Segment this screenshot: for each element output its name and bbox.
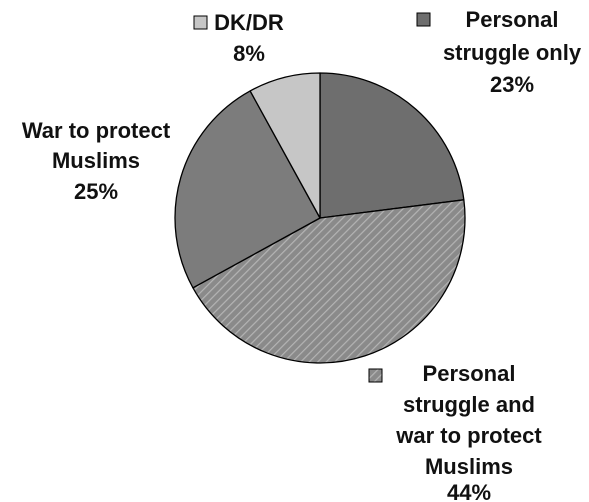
- legend-marker-personal-struggle-only: [416, 12, 431, 27]
- svg-text:Personal: Personal: [466, 7, 559, 32]
- pie-slices: [174, 72, 466, 364]
- pie-slice-dk-dr: [249, 72, 321, 219]
- label-personal-struggle-and-war-line-3: war to protect: [395, 423, 542, 448]
- legend-marker-dk-dr: [193, 15, 208, 30]
- pie-slice-personal-struggle-only: [319, 72, 465, 219]
- label-dk-dr: DK/DR 8%: [193, 10, 284, 66]
- label-personal-struggle-and-war-line-4: Muslims: [425, 454, 513, 479]
- label-personal-struggle-and-war-line-2: struggle and: [403, 392, 535, 417]
- value-personal-struggle-only: 23%: [490, 72, 534, 97]
- label-war-to-protect-muslims-line-2: Muslims: [52, 148, 140, 173]
- pie-slice-personal-struggle-and-war-to-protect-muslims: [192, 199, 466, 364]
- label-personal-struggle-only-line-1: Personal: [466, 7, 559, 32]
- pie-slice-war-to-protect-muslims: [174, 90, 321, 289]
- label-personal-struggle-only: Personal struggle only 23%: [416, 7, 582, 97]
- value-dk-dr: 8%: [233, 41, 265, 66]
- value-personal-struggle-and-war: 44%: [447, 480, 491, 502]
- label-war-to-protect-muslims-line-1: War to protect: [22, 118, 171, 143]
- label-war-to-protect-muslims: War to protect Muslims 25%: [22, 118, 171, 204]
- value-war-to-protect-muslims: 25%: [74, 179, 118, 204]
- legend-marker-personal-struggle-and-war: [368, 368, 383, 383]
- label-personal-struggle-only-line-2: struggle only: [443, 40, 582, 65]
- svg-text:struggle only: struggle only: [443, 40, 582, 65]
- label-dk-dr-line-1: DK/DR: [214, 10, 284, 35]
- label-personal-struggle-and-war-line-1: Personal: [423, 361, 516, 386]
- label-personal-struggle-and-war: Personal struggle and war to protect Mus…: [368, 361, 542, 502]
